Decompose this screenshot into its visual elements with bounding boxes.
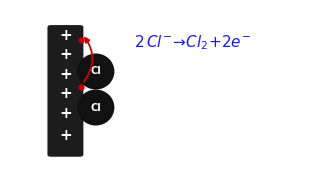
Text: +: +: [59, 67, 72, 82]
Text: $2\,Cl^{-}\!\rightarrow\!Cl_{2}\!+\!2e^{-}$: $2\,Cl^{-}\!\rightarrow\!Cl_{2}\!+\!2e^{…: [134, 33, 251, 52]
Text: +: +: [59, 28, 72, 43]
Ellipse shape: [77, 89, 115, 126]
Text: +: +: [59, 47, 72, 62]
Text: +: +: [59, 106, 72, 121]
Ellipse shape: [77, 53, 115, 89]
FancyBboxPatch shape: [47, 25, 84, 157]
Text: Cl: Cl: [91, 103, 101, 112]
Text: +: +: [59, 86, 72, 101]
Text: Cl: Cl: [91, 66, 101, 76]
Text: +: +: [59, 128, 72, 143]
